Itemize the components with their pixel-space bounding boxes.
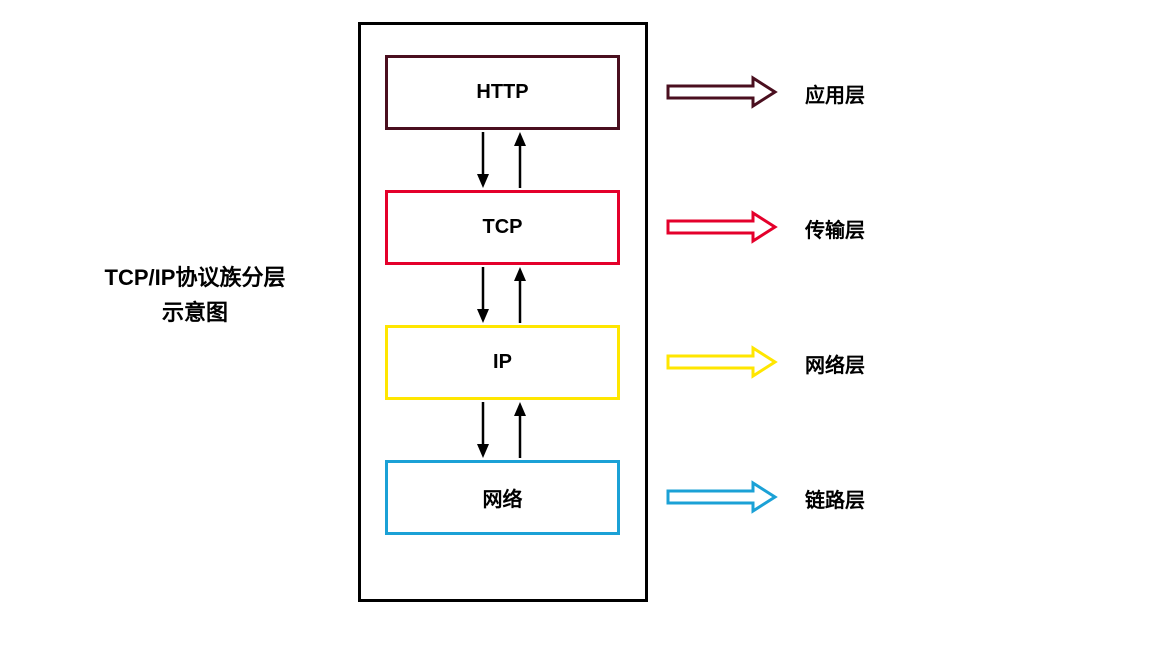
layer-label-transport: 传输层 bbox=[805, 214, 865, 243]
layer-box-http-label: HTTP bbox=[476, 81, 528, 104]
diagram-title: TCP/IP协议族分层 示意图 bbox=[75, 260, 315, 330]
diagram-canvas: TCP/IP协议族分层 示意图 HTTP TCP IP 网络 应用层 传输层 网… bbox=[0, 0, 1152, 648]
layer-box-ip: IP bbox=[385, 325, 620, 400]
diagram-title-line2: 示意图 bbox=[75, 295, 315, 330]
layer-label-link: 链路层 bbox=[805, 484, 865, 513]
layer-box-tcp-label: TCP bbox=[483, 216, 523, 239]
layer-label-app: 应用层 bbox=[805, 79, 865, 108]
diagram-title-line1: TCP/IP协议族分层 bbox=[75, 260, 315, 295]
layer-box-ip-label: IP bbox=[493, 351, 512, 374]
layer-box-tcp: TCP bbox=[385, 190, 620, 265]
layer-box-http: HTTP bbox=[385, 55, 620, 130]
layer-box-net: 网络 bbox=[385, 460, 620, 535]
layer-box-net-label: 网络 bbox=[483, 483, 523, 512]
layer-label-network: 网络层 bbox=[805, 349, 865, 378]
